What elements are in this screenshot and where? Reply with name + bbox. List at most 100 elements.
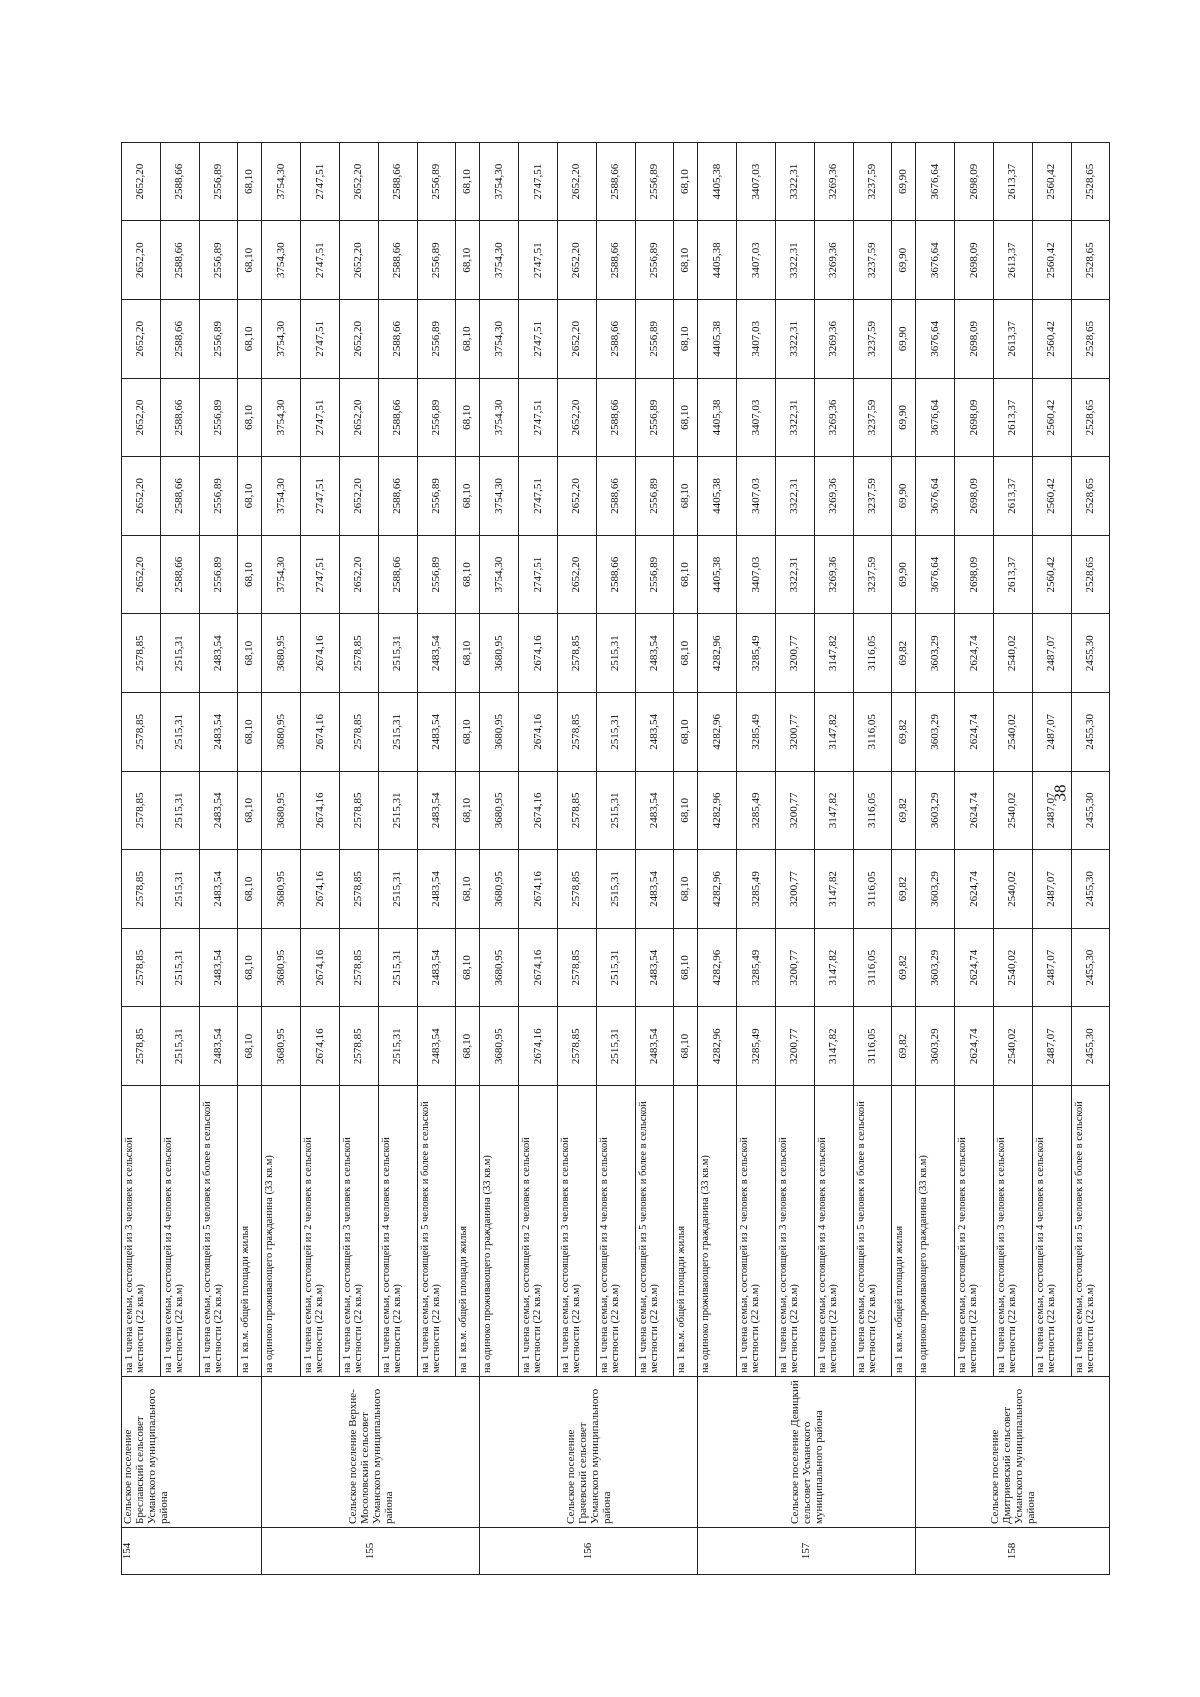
value-cell: 3147,82 bbox=[814, 692, 854, 772]
value-cell: 2483,54 bbox=[417, 613, 456, 693]
value-cell: 2556,89 bbox=[635, 220, 674, 300]
value-cell: 2578,85 bbox=[339, 613, 379, 693]
value-cell: 2483,54 bbox=[635, 771, 674, 850]
value-cell: 3237,59 bbox=[853, 456, 892, 536]
value-cell: 2624,74 bbox=[954, 1006, 994, 1086]
value-cell: 3116,05 bbox=[853, 928, 892, 1007]
value-cell: 68,10 bbox=[237, 771, 262, 850]
value-cell: 2747,51 bbox=[518, 535, 558, 614]
value-cell: 2674,16 bbox=[300, 771, 340, 850]
value-cell: 2652,20 bbox=[557, 378, 597, 457]
value-cell: 3237,59 bbox=[853, 220, 892, 300]
value-cell: 2560,42 bbox=[1032, 220, 1072, 300]
value-cell: 2588,66 bbox=[596, 142, 636, 221]
value-cell: 2556,89 bbox=[417, 142, 456, 221]
value-cell: 2652,20 bbox=[557, 142, 597, 221]
value-cell: 2560,42 bbox=[1032, 142, 1072, 221]
value-cell: 3680,95 bbox=[479, 849, 519, 929]
value-cell: 68,10 bbox=[673, 220, 698, 300]
value-cell: 3200,77 bbox=[775, 1006, 815, 1086]
value-cell: 2455,30 bbox=[1071, 692, 1110, 772]
value-cell: 2578,85 bbox=[557, 613, 597, 693]
value-cell: 3116,05 bbox=[853, 849, 892, 929]
value-cell: 69,82 bbox=[891, 692, 916, 772]
norm-description: на 1 члена семьи, состоящей из 4 человек… bbox=[378, 1085, 418, 1377]
value-cell: 4282,96 bbox=[697, 928, 737, 1007]
value-cell: 2578,85 bbox=[339, 849, 379, 929]
value-cell: 3754,30 bbox=[261, 142, 301, 221]
value-cell: 68,10 bbox=[237, 142, 262, 221]
value-cell: 2578,85 bbox=[557, 928, 597, 1007]
value-cell: 3322,31 bbox=[775, 299, 815, 379]
value-cell: 68,10 bbox=[237, 692, 262, 772]
value-cell: 68,10 bbox=[673, 613, 698, 693]
value-cell: 2588,66 bbox=[596, 456, 636, 536]
table-row: на 1 члена семьи, состоящей из 2 человек… bbox=[954, 142, 994, 1574]
table-row: 156 Сельское поселение Грачевский сельсов… bbox=[479, 142, 698, 1575]
table-row: на 1 члена семьи, состоящей из 2 человек… bbox=[736, 142, 776, 1574]
value-cell: 2455,30 bbox=[1071, 771, 1110, 850]
table-row: на 1 члена семьи, состоящей из 4 человек… bbox=[814, 142, 854, 1574]
norm-description: на 1 члена семьи, состоящей из 4 человек… bbox=[814, 1085, 854, 1377]
value-cell: 2556,89 bbox=[417, 378, 456, 457]
value-cell: 2652,20 bbox=[339, 378, 379, 457]
value-cell: 2556,89 bbox=[417, 456, 456, 536]
value-cell: 69,90 bbox=[891, 220, 916, 300]
norm-description: на 1 члена семьи, состоящей из 5 человек… bbox=[199, 1085, 238, 1377]
value-cell: 3322,31 bbox=[775, 456, 815, 536]
value-cell: 3147,82 bbox=[814, 1006, 854, 1086]
value-cell: 2556,89 bbox=[199, 378, 238, 457]
value-cell: 2674,16 bbox=[518, 849, 558, 929]
value-cell: 2652,20 bbox=[121, 299, 161, 379]
value-cell: 2487,07 bbox=[1032, 613, 1072, 693]
value-cell: 68,10 bbox=[673, 456, 698, 536]
value-cell: 3116,05 bbox=[853, 771, 892, 850]
value-cell: 2487,07 bbox=[1032, 692, 1072, 772]
value-cell: 3603,29 bbox=[915, 771, 955, 850]
value-cell: 2560,42 bbox=[1032, 299, 1072, 379]
value-cell: 4405,38 bbox=[697, 220, 737, 300]
value-cell: 3754,30 bbox=[479, 535, 519, 614]
table-row: на 1 члена семьи, состоящей из 4 человек… bbox=[378, 142, 418, 1574]
norm-description: на 1 члена семьи, состоящей из 4 человек… bbox=[1032, 1085, 1072, 1377]
value-cell: 3680,95 bbox=[261, 771, 301, 850]
value-cell: 3754,30 bbox=[261, 535, 301, 614]
value-cell: 3603,29 bbox=[915, 613, 955, 693]
table-row: 155 Сельское поселение Верхне-Мосоловский… bbox=[261, 142, 480, 1575]
value-cell: 2613,37 bbox=[993, 535, 1033, 614]
row-number: 154 bbox=[121, 1527, 262, 1575]
value-cell: 3407,03 bbox=[736, 299, 776, 379]
table-row: на 1 члена семьи, состоящей из 3 человек… bbox=[339, 142, 379, 1574]
value-cell: 3116,05 bbox=[853, 1006, 892, 1086]
value-cell: 68,10 bbox=[673, 299, 698, 379]
settlement-name: Сельское поселение Девицкий сельсовет Ус… bbox=[697, 1376, 916, 1528]
value-cell: 2747,51 bbox=[300, 378, 340, 457]
value-cell: 2556,89 bbox=[417, 220, 456, 300]
value-cell: 2528,65 bbox=[1071, 378, 1110, 457]
value-cell: 2556,89 bbox=[635, 142, 674, 221]
value-cell: 2515,31 bbox=[378, 613, 418, 693]
row-number: 156 bbox=[479, 1527, 698, 1575]
value-cell: 2588,66 bbox=[378, 299, 418, 379]
value-cell: 2483,54 bbox=[199, 849, 238, 929]
value-cell: 2560,42 bbox=[1032, 378, 1072, 457]
value-cell: 2652,20 bbox=[339, 220, 379, 300]
value-cell: 2515,31 bbox=[160, 692, 200, 772]
value-cell: 3407,03 bbox=[736, 535, 776, 614]
value-cell: 2528,65 bbox=[1071, 456, 1110, 536]
value-cell: 2515,31 bbox=[160, 1006, 200, 1086]
value-cell: 69,82 bbox=[891, 928, 916, 1007]
value-cell: 2588,66 bbox=[378, 142, 418, 221]
value-cell: 4405,38 bbox=[697, 299, 737, 379]
value-cell: 3603,29 bbox=[915, 928, 955, 1007]
value-cell: 4405,38 bbox=[697, 142, 737, 221]
value-cell: 2747,51 bbox=[518, 456, 558, 536]
value-cell: 2483,54 bbox=[199, 1006, 238, 1086]
value-cell: 2624,74 bbox=[954, 771, 994, 850]
value-cell: 2455,30 bbox=[1071, 1006, 1110, 1086]
value-cell: 2528,65 bbox=[1071, 142, 1110, 221]
value-cell: 2540,02 bbox=[993, 692, 1033, 772]
table-row: на 1 члена семьи, состоящей из 5 человек… bbox=[853, 142, 892, 1574]
value-cell: 68,10 bbox=[455, 142, 480, 221]
value-cell: 2588,66 bbox=[378, 456, 418, 536]
